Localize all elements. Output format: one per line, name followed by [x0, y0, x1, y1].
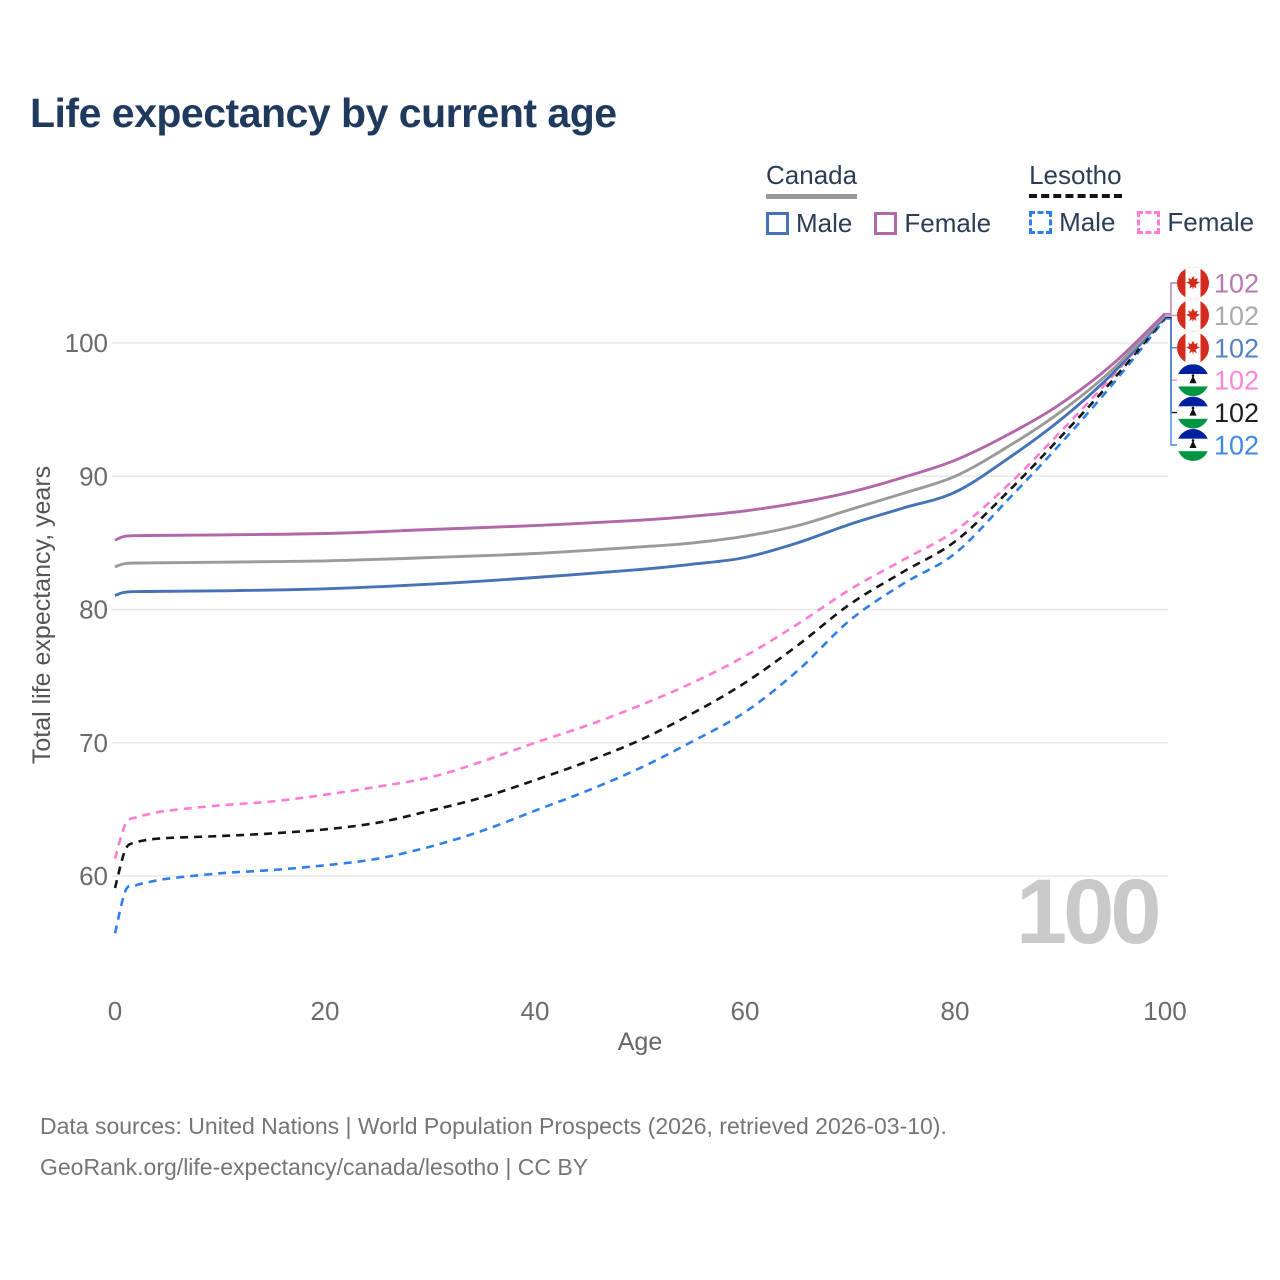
y-tick-label-70: 70	[79, 728, 108, 758]
attribution-line: GeoRank.org/life-expectancy/canada/lesot…	[40, 1154, 589, 1180]
legend-group-lesotho: Lesotho Male Female	[1029, 160, 1254, 239]
legend-swatch-icon	[1137, 211, 1161, 234]
y-tick-label-90: 90	[79, 461, 108, 491]
canada-flag-icon	[1177, 299, 1209, 332]
page-title: Life expectancy by current age	[30, 90, 617, 136]
legend-items-row: Male Female	[766, 208, 991, 239]
x-tick-label-60: 60	[731, 996, 760, 1026]
end-value-label-lesotho-female: 102	[1214, 366, 1259, 396]
legend-country-label-lesotho: Lesotho	[1029, 160, 1122, 198]
x-tick-label-40: 40	[521, 996, 550, 1026]
x-axis-title: Age	[618, 1028, 662, 1056]
legend-item-label: Female	[1167, 207, 1255, 237]
series-line-lesotho-male	[113, 318, 1167, 934]
footer: Data sources: United Nations | World Pop…	[40, 1106, 947, 1188]
legend-item-canada-male[interactable]: Male	[766, 208, 852, 239]
end-label-connector-lesotho-male	[1165, 318, 1177, 446]
series-line-canada-male	[114, 315, 1167, 597]
canada-flag-icon	[1177, 331, 1209, 364]
end-value-label-canada-female: 102	[1214, 269, 1259, 299]
legend-country-label-canada: Canada	[766, 160, 858, 199]
legend-items-row: Male Female	[1029, 207, 1254, 238]
legend-item-label: Male	[1059, 207, 1116, 237]
legend-swatch-icon	[1029, 211, 1053, 234]
series-line-canada-female	[114, 312, 1167, 542]
legend-item-lesotho-male[interactable]: Male	[1029, 207, 1115, 238]
series-line-canada-average	[114, 313, 1167, 569]
y-tick-label-60: 60	[79, 861, 108, 891]
x-tick-label-0: 0	[108, 996, 122, 1026]
series-line-lesotho-average	[113, 316, 1166, 889]
chart-legend: Canada Male Female Lesotho Male Female	[766, 160, 1254, 239]
legend-item-label: Male	[796, 208, 853, 238]
y-tick-label-100: 100	[65, 328, 108, 358]
legend-item-label: Female	[904, 208, 992, 238]
end-value-label-lesotho-average: 102	[1214, 398, 1259, 428]
y-tick-label-80: 80	[79, 595, 108, 625]
x-tick-label-80: 80	[941, 996, 970, 1026]
end-value-label-canada-male: 102	[1214, 333, 1259, 363]
legend-item-lesotho-female[interactable]: Female	[1137, 207, 1254, 238]
lesotho-flag-icon	[1177, 396, 1209, 429]
legend-group-canada: Canada Male Female	[766, 160, 991, 239]
end-value-label-lesotho-male: 102	[1214, 431, 1259, 461]
series-line-lesotho-female	[113, 315, 1166, 860]
legend-item-canada-female[interactable]: Female	[874, 208, 991, 239]
data-sources-line: Data sources: United Nations | World Pop…	[40, 1113, 947, 1139]
legend-swatch-icon	[874, 212, 898, 235]
end-value-label-canada-average: 102	[1214, 301, 1259, 331]
x-tick-label-100: 100	[1143, 996, 1186, 1026]
end-label-connector-canada-female	[1165, 282, 1177, 315]
lesotho-flag-icon	[1177, 429, 1209, 461]
legend-swatch-icon	[766, 212, 789, 235]
x-tick-label-20: 20	[311, 996, 340, 1026]
age-watermark: 100	[1016, 861, 1161, 963]
canada-flag-icon	[1177, 267, 1209, 299]
lesotho-flag-icon	[1177, 364, 1209, 397]
y-axis-title: Total life expectancy, years	[28, 466, 56, 764]
